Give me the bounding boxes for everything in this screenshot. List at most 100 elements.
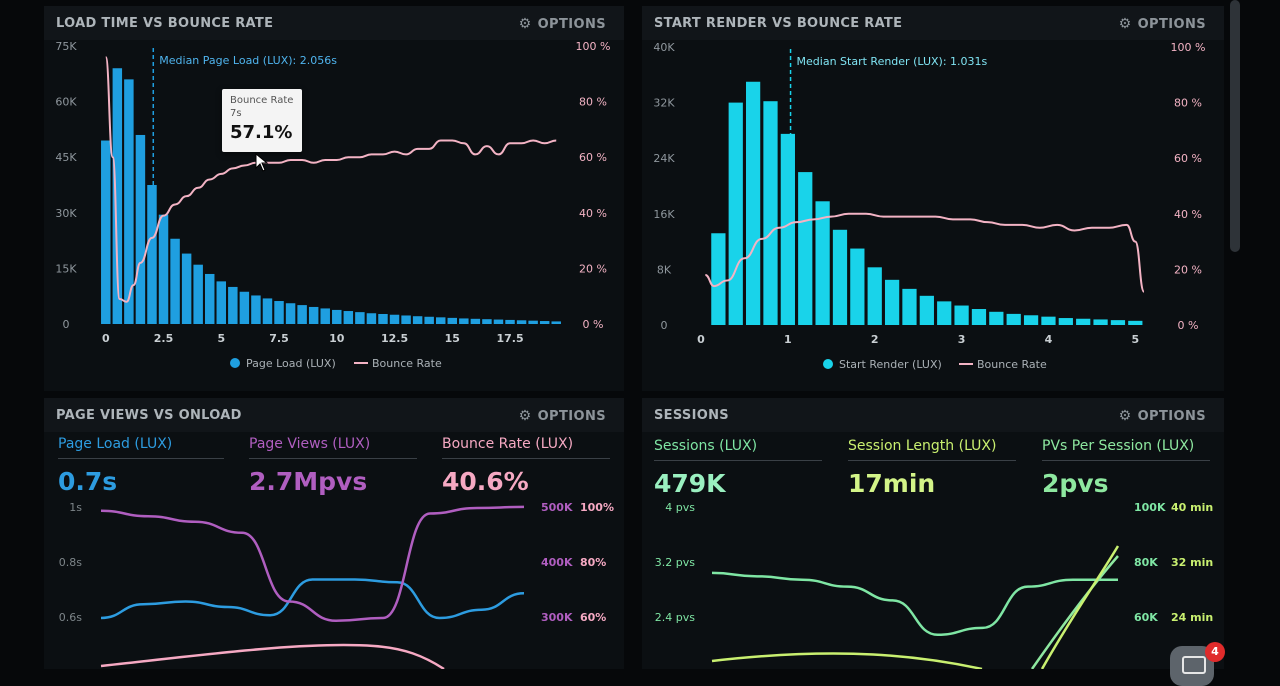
- legend-marker-bars: [230, 358, 240, 368]
- options-button[interactable]: ⚙ OPTIONS: [519, 408, 606, 424]
- bar: [971, 309, 987, 325]
- bar: [1058, 318, 1073, 325]
- bar: [850, 248, 865, 325]
- x-tick-label: 1: [784, 333, 792, 346]
- metric-value: 479K: [654, 469, 726, 498]
- y-left-tick-label: 16K: [653, 208, 675, 221]
- bar: [274, 301, 284, 324]
- page-views-chart: 1s 0.8s 0.6s 500K 400K 300K 100% 80% 60%: [59, 501, 614, 669]
- bar: [435, 317, 446, 324]
- bar: [412, 316, 423, 324]
- x-tick-label: 17.5: [496, 332, 523, 345]
- y-left-tick-label: 0: [63, 318, 70, 331]
- legend-label: Bounce Rate: [372, 357, 442, 370]
- options-label: OPTIONS: [1137, 17, 1206, 32]
- metric-value: 2.7Mpvs: [249, 467, 368, 496]
- y-left-tick-label: 45K: [55, 151, 77, 164]
- tooltip-sub: 7s: [230, 108, 242, 119]
- bar: [1110, 320, 1126, 325]
- y-tick-label: 40 min: [1171, 501, 1213, 514]
- legend-label: Page Load (LUX): [246, 357, 336, 370]
- y-tick-label: 100%: [580, 501, 614, 514]
- y-tick-label: 24 min: [1171, 611, 1213, 624]
- bar: [285, 303, 296, 324]
- bar: [516, 320, 527, 324]
- panel-header: SESSIONS ⚙ OPTIONS: [642, 398, 1224, 432]
- sessions-line: [711, 571, 1118, 637]
- y-right-tick-label: 40 %: [579, 207, 607, 220]
- tooltip-title: Bounce Rate: [230, 95, 294, 106]
- y-right-tick-label: 100 %: [1171, 41, 1206, 54]
- y-tick-label: 32 min: [1171, 556, 1213, 569]
- bar: [528, 320, 538, 324]
- x-tick-label: 2: [871, 333, 879, 346]
- scrollbar[interactable]: [1230, 0, 1240, 252]
- panel-title: START RENDER VS BOUNCE RATE: [654, 16, 903, 31]
- options-button[interactable]: ⚙ OPTIONS: [1119, 16, 1206, 32]
- gear-icon: ⚙: [1118, 408, 1132, 424]
- metric-label: PVs Per Session (LUX): [1042, 438, 1210, 461]
- metric-bounce-rate: Bounce Rate (LUX) 40.6%: [442, 436, 610, 496]
- bar: [124, 79, 134, 324]
- bar: [1006, 313, 1021, 325]
- bar: [711, 233, 726, 325]
- cursor-icon: [255, 153, 269, 172]
- options-button[interactable]: ⚙ OPTIONS: [519, 16, 606, 32]
- y-tick-label: 500K: [541, 501, 573, 514]
- metric-value: 40.6%: [442, 467, 529, 496]
- y-left-tick-label: 24K: [653, 152, 675, 165]
- bar: [181, 253, 192, 324]
- y-left-tick-label: 75K: [55, 40, 77, 53]
- y-right-tick-label: 60 %: [579, 151, 607, 164]
- bar: [1128, 320, 1143, 325]
- bounce-rate-tooltip: Bounce Rate 7s 57.1%: [222, 89, 302, 152]
- bar: [1041, 316, 1056, 325]
- metric-page-load: Page Load (LUX) 0.7s: [58, 436, 224, 496]
- y-left-tick-label: 8K: [657, 263, 672, 276]
- x-tick-label: 2.5: [154, 332, 174, 345]
- bar: [366, 313, 377, 324]
- x-tick-label: 5: [217, 332, 225, 345]
- bar: [505, 319, 515, 324]
- bar: [493, 319, 504, 324]
- y-left-tick-label: 30K: [55, 207, 77, 220]
- metric-label: Session Length (LUX): [848, 438, 1016, 461]
- pvs-per-session-line: [1030, 555, 1119, 669]
- y-tick-label: 4 pvs: [665, 501, 695, 514]
- bar: [867, 267, 882, 325]
- y-right-tick-label: 80 %: [1174, 97, 1202, 110]
- bar: [1023, 315, 1039, 325]
- metric-label: Page Views (LUX): [249, 436, 417, 459]
- bar: [332, 309, 342, 324]
- bar: [320, 308, 330, 324]
- load-time-chart: 0 15K 30K 45K 60K 75K 0 % 20 % 40 % 60 % 80 % 100 %…: [55, 40, 610, 370]
- bar: [1076, 318, 1091, 325]
- y-tick-label: 0.8s: [59, 556, 82, 569]
- panel-title: LOAD TIME VS BOUNCE RATE: [56, 16, 274, 31]
- y-right-tick-label: 60 %: [1174, 152, 1202, 165]
- bar: [147, 185, 157, 324]
- bar: [551, 321, 561, 324]
- y-right-tick-label: 40 %: [1174, 208, 1202, 221]
- options-button[interactable]: ⚙ OPTIONS: [1119, 408, 1206, 424]
- bar: [343, 311, 354, 324]
- x-tick-label: 4: [1045, 333, 1053, 346]
- y-tick-label: 100K: [1134, 501, 1166, 514]
- notification-badge: 4: [1205, 642, 1225, 662]
- bar: [193, 264, 203, 324]
- y-tick-label: 400K: [541, 556, 573, 569]
- bar: [262, 298, 273, 324]
- panel-header: LOAD TIME VS BOUNCE RATE ⚙ OPTIONS: [44, 6, 624, 40]
- metric-value: 0.7s: [58, 467, 118, 496]
- x-tick-label: 3: [958, 333, 966, 346]
- y-left-tick-label: 40K: [653, 41, 675, 54]
- y-right-tick-label: 20 %: [579, 262, 607, 275]
- page-views-line: [100, 505, 525, 623]
- sessions-panel: SESSIONS ⚙ OPTIONS Sessions (LUX) 479K Se…: [642, 398, 1224, 669]
- bar: [832, 229, 848, 325]
- y-tick-label: 80%: [580, 556, 606, 569]
- panel-title: SESSIONS: [654, 408, 729, 423]
- bar: [482, 319, 492, 324]
- bar: [728, 102, 743, 325]
- legend-label: Bounce Rate: [977, 358, 1047, 371]
